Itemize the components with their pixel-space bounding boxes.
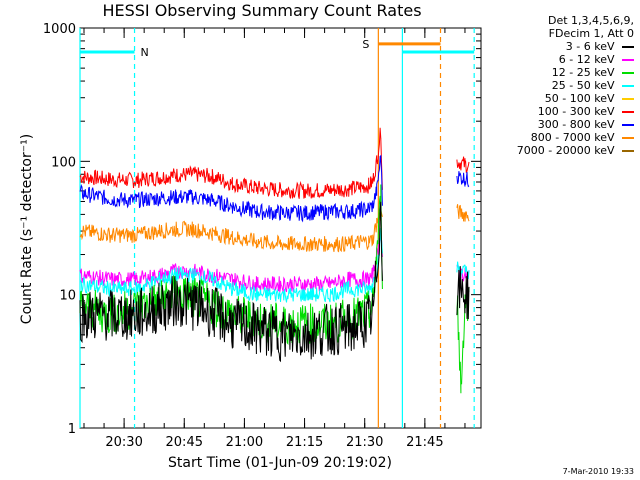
legend-swatch xyxy=(622,46,634,48)
plot-area: 1 10 100 1000 20:30 20:45 21:00 21:15 21:30 21:45… xyxy=(43,22,482,450)
legend-header: Det 1,3,4,5,6,9, xyxy=(547,14,634,27)
legend-swatch xyxy=(622,111,634,113)
legend-entry-label: 800 - 7000 keV xyxy=(530,131,618,144)
attenuator-state-label: S xyxy=(362,38,369,51)
series-800-7000-keV xyxy=(79,204,470,253)
x-tick-label: 20:45 xyxy=(166,435,203,450)
legend-entry: 300 - 800 keV xyxy=(538,118,634,131)
legend-entry-label: 12 - 25 keV xyxy=(551,66,618,79)
legend-entry-label: 100 - 300 keV xyxy=(537,105,618,118)
x-axis-label: Start Time (01-Jun-09 20:19:02) xyxy=(168,455,392,471)
footer-timestamp: 7-Mar-2010 19:33 xyxy=(562,467,634,476)
legend-entry: 12 - 25 keV xyxy=(552,66,634,79)
legend-entry-label: 3 - 6 keV xyxy=(565,40,618,53)
legend-entry: 50 - 100 keV xyxy=(545,92,634,105)
legend-entry: 25 - 50 keV xyxy=(552,79,634,92)
series-6-12-keV xyxy=(79,231,470,293)
y-tick-label: 1000 xyxy=(43,22,76,37)
legend-entry-label: 7000 - 20000 keV xyxy=(516,144,618,157)
x-tick-label: 21:45 xyxy=(406,435,443,450)
y-tick-label: 10 xyxy=(59,289,76,304)
y-tick-label: 1 xyxy=(68,422,76,437)
x-tick-label: 21:00 xyxy=(226,435,263,450)
legend-entry-label: 6 - 12 keV xyxy=(558,53,618,66)
legend-swatch xyxy=(622,59,634,61)
attenuator-state-label: N xyxy=(141,46,149,59)
legend-entry: 3 - 6 keV xyxy=(566,40,634,53)
legend-swatch xyxy=(622,137,634,139)
legend-swatch xyxy=(622,124,634,126)
legend-swatch xyxy=(622,85,634,87)
series-3-6-keV xyxy=(79,201,470,363)
legend-entry: 800 - 7000 keV xyxy=(531,131,634,144)
series-100-300-keV xyxy=(79,127,470,199)
x-tick-label: 21:30 xyxy=(346,435,383,450)
legend-entry: 7000 - 20000 keV xyxy=(517,144,634,157)
x-tick-label: 20:30 xyxy=(105,435,142,450)
series-300-800-keV xyxy=(79,154,470,223)
legend-swatch xyxy=(622,150,634,152)
legend-header: FDecim 1, Att 0 xyxy=(548,27,634,40)
legend-entry: 100 - 300 keV xyxy=(538,105,634,118)
series-25-50-keV xyxy=(79,227,470,303)
plot-frame xyxy=(79,27,482,429)
chart-title: HESSI Observing Summary Count Rates xyxy=(102,1,421,20)
legend-swatch xyxy=(622,98,634,100)
x-tick-label: 21:15 xyxy=(286,435,323,450)
y-tick-label: 100 xyxy=(51,155,76,170)
legend-swatch xyxy=(622,72,634,74)
y-axis-label: Count Rate (s⁻¹ detector⁻¹) xyxy=(19,134,35,324)
legend-entry: 6 - 12 keV xyxy=(559,53,634,66)
legend-entry-label: 50 - 100 keV xyxy=(544,92,618,105)
legend-entry-label: 300 - 800 keV xyxy=(537,118,618,131)
legend-entry-label: 25 - 50 keV xyxy=(551,79,618,92)
